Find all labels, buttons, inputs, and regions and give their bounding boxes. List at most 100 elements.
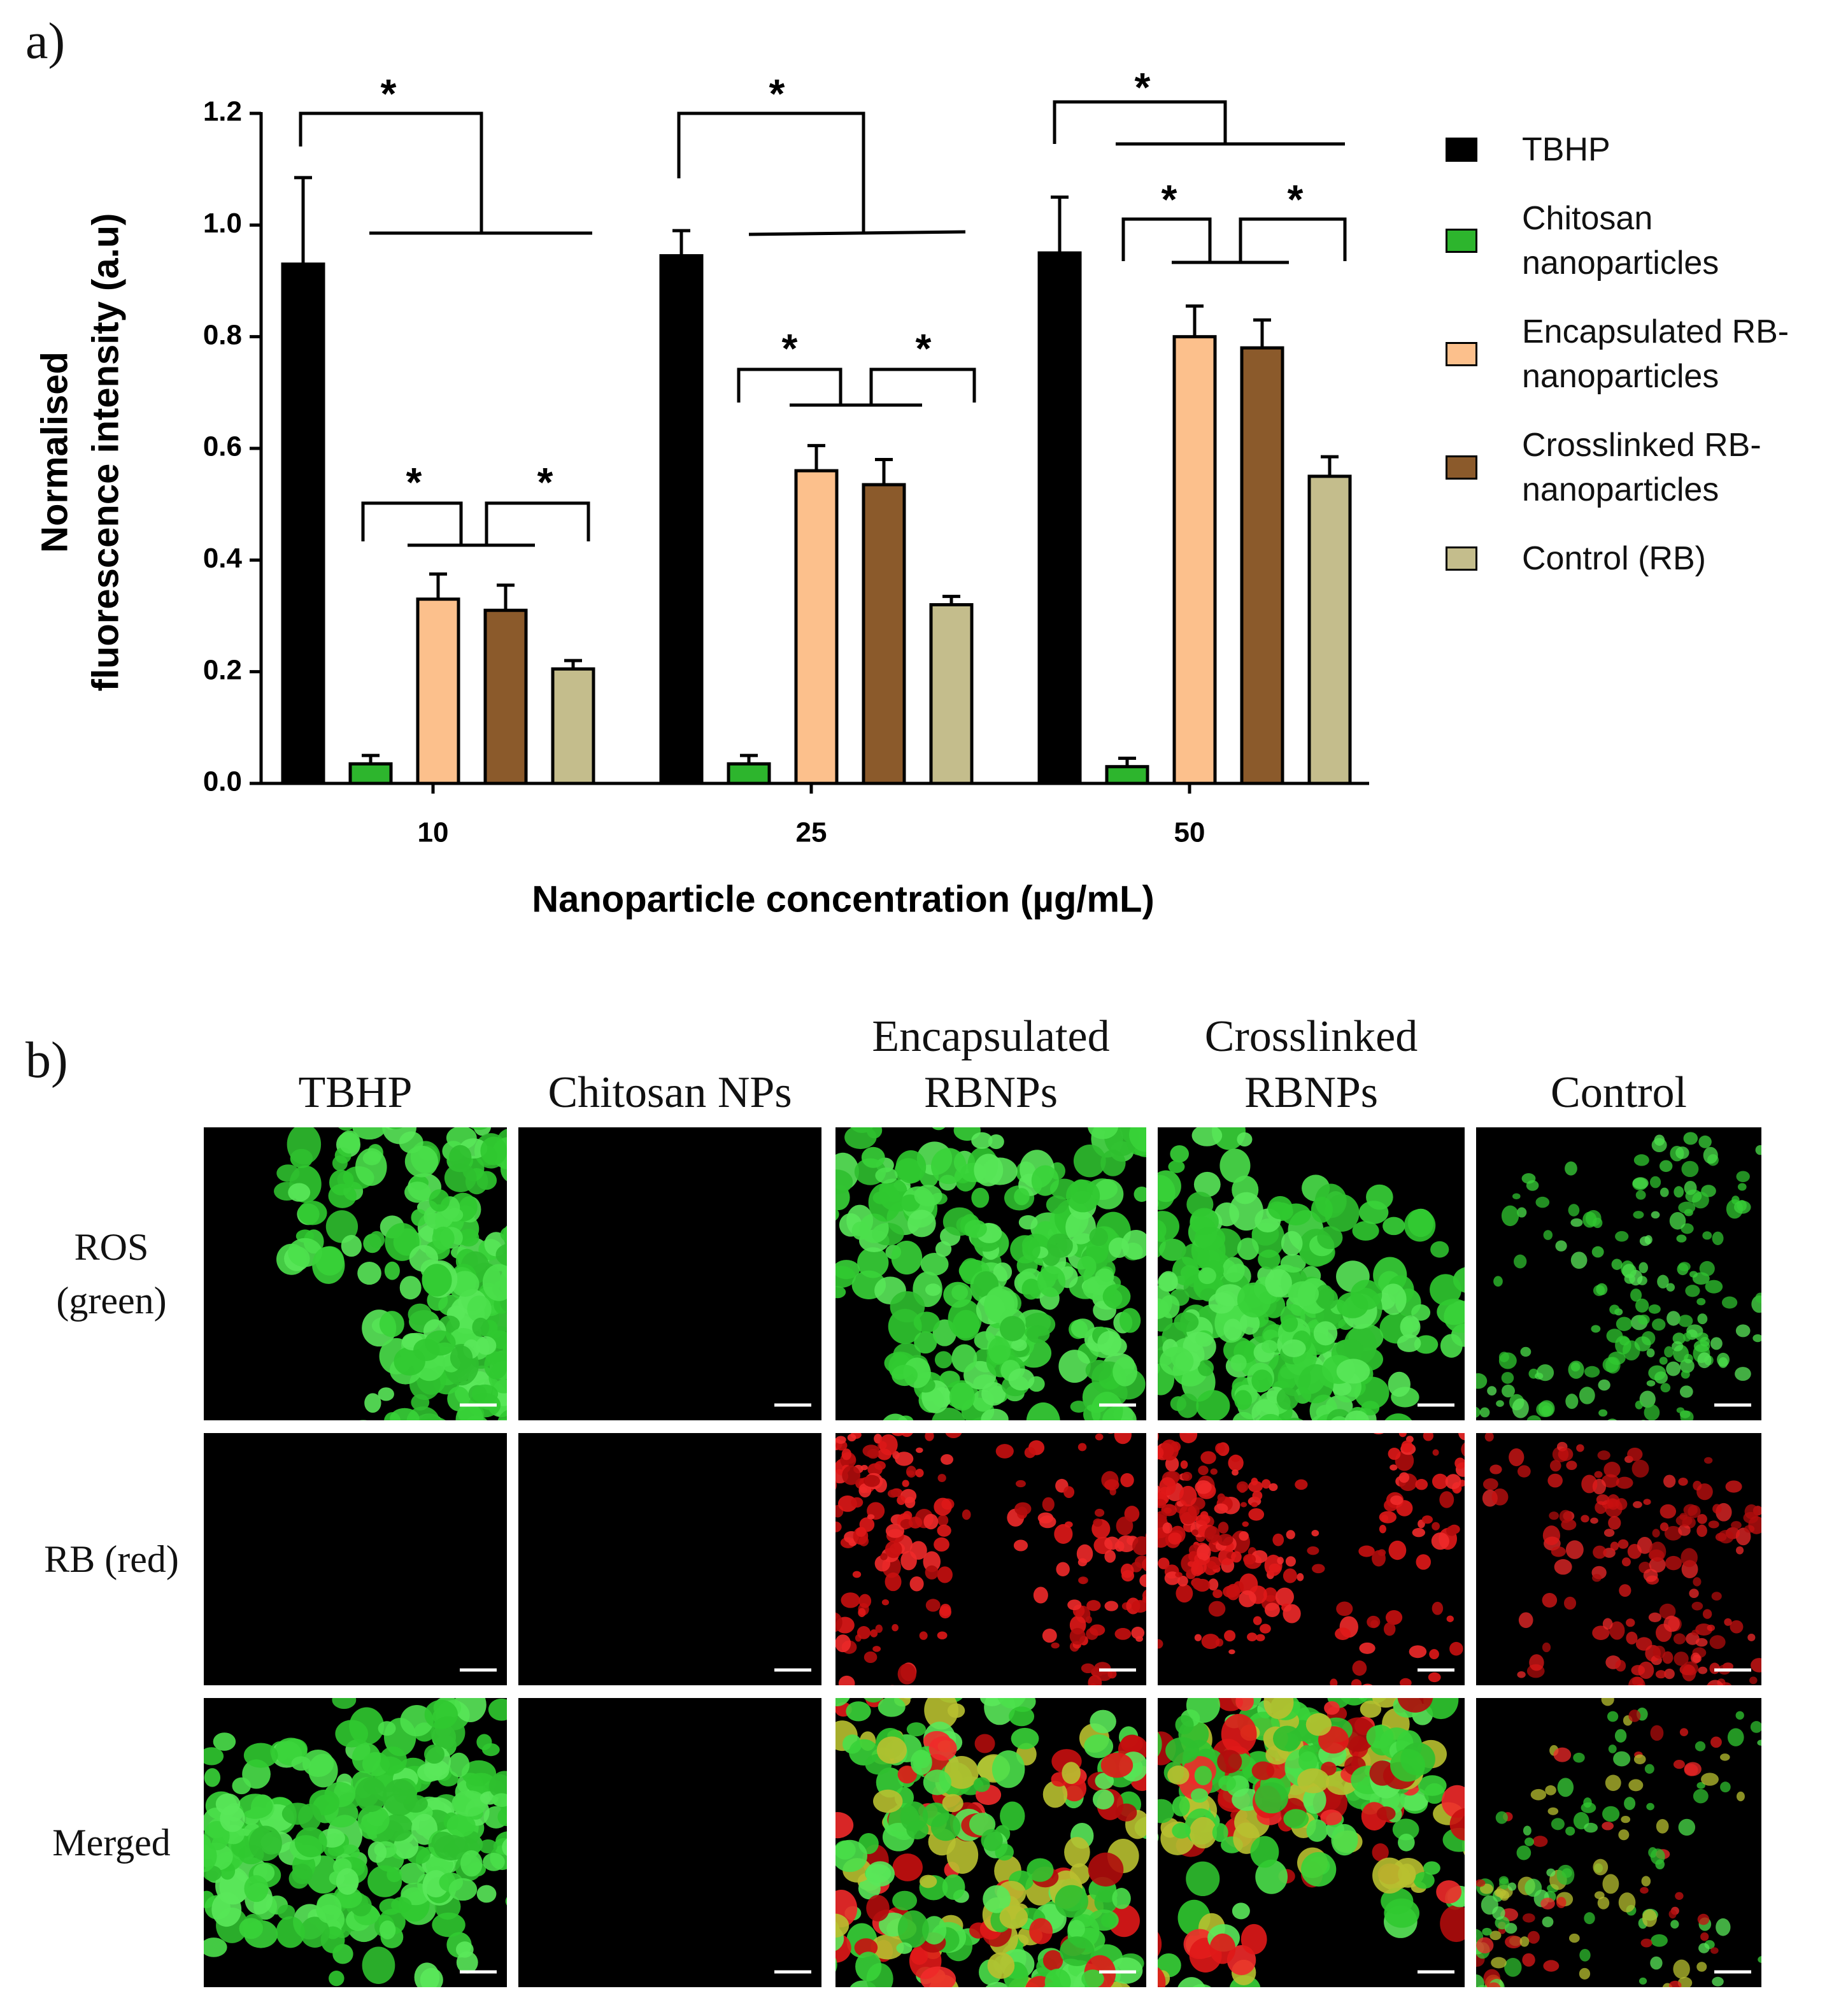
cell bbox=[1731, 1521, 1742, 1530]
cell bbox=[1228, 1649, 1235, 1655]
cell bbox=[1495, 1811, 1508, 1824]
cell bbox=[357, 1261, 381, 1285]
cell bbox=[1735, 1711, 1744, 1720]
cell bbox=[1710, 1337, 1723, 1350]
cell bbox=[1699, 1260, 1715, 1276]
cell bbox=[910, 1750, 932, 1775]
cell bbox=[1678, 1477, 1688, 1486]
cell bbox=[424, 1699, 458, 1729]
cell bbox=[835, 1698, 850, 1707]
cell bbox=[1051, 1990, 1073, 1998]
cell bbox=[1033, 1587, 1048, 1604]
cell bbox=[1607, 1494, 1620, 1510]
cell bbox=[986, 1992, 1012, 1998]
cell bbox=[1237, 1132, 1253, 1147]
cell bbox=[1272, 1533, 1284, 1546]
cell bbox=[1635, 1190, 1646, 1200]
cell bbox=[369, 1231, 385, 1248]
micrograph bbox=[835, 1127, 1146, 1420]
cell bbox=[923, 1769, 951, 1795]
cell bbox=[1608, 1516, 1621, 1530]
cell bbox=[506, 1326, 507, 1334]
cell bbox=[858, 1594, 872, 1608]
x-tick-label: 50 bbox=[1174, 817, 1205, 848]
cell bbox=[417, 1763, 443, 1782]
cell bbox=[995, 1444, 1014, 1459]
cell bbox=[1176, 1584, 1193, 1603]
cell bbox=[502, 1838, 507, 1856]
cell bbox=[1676, 1407, 1685, 1413]
micrograph bbox=[1476, 1127, 1761, 1420]
cell bbox=[1635, 1298, 1649, 1313]
cell bbox=[1379, 1525, 1386, 1534]
cell bbox=[1686, 1632, 1700, 1645]
cell bbox=[1696, 1483, 1713, 1501]
cell bbox=[505, 1897, 507, 1906]
cell bbox=[1757, 1739, 1761, 1746]
cell bbox=[382, 1779, 417, 1816]
cell bbox=[1181, 1471, 1193, 1481]
cell bbox=[1558, 1447, 1574, 1461]
cell bbox=[835, 1462, 836, 1467]
cell bbox=[1678, 1524, 1691, 1536]
cell bbox=[1582, 1211, 1597, 1228]
cell bbox=[822, 1478, 831, 1487]
cell bbox=[1114, 1433, 1132, 1445]
cell bbox=[1609, 1621, 1625, 1640]
cell bbox=[1519, 1936, 1530, 1947]
cell bbox=[835, 1266, 856, 1288]
cell bbox=[1476, 1373, 1488, 1389]
cell bbox=[1479, 1883, 1493, 1894]
cell bbox=[1042, 1781, 1068, 1808]
cell bbox=[1089, 1624, 1105, 1636]
cell bbox=[1276, 1387, 1299, 1410]
cell bbox=[1054, 1523, 1073, 1544]
cell bbox=[1392, 1818, 1419, 1841]
bar bbox=[281, 262, 325, 785]
cell bbox=[1573, 1752, 1585, 1763]
cell bbox=[846, 1421, 856, 1431]
micrograph bbox=[1158, 1127, 1465, 1420]
cell bbox=[1160, 1346, 1194, 1376]
cell bbox=[913, 1311, 940, 1333]
cell bbox=[1231, 1454, 1240, 1462]
cell bbox=[1501, 1205, 1519, 1227]
panel-label: a) bbox=[25, 13, 66, 69]
cell bbox=[325, 1210, 359, 1243]
cell bbox=[1079, 1985, 1095, 1987]
cell bbox=[1679, 1728, 1689, 1736]
cell bbox=[1618, 1829, 1630, 1841]
cell bbox=[1633, 1754, 1646, 1764]
micrograph bbox=[518, 1698, 821, 1987]
cell bbox=[1660, 1383, 1671, 1393]
cell bbox=[1031, 1165, 1059, 1196]
cell bbox=[1678, 1262, 1691, 1271]
cell bbox=[1120, 1473, 1134, 1487]
cell bbox=[1190, 1788, 1209, 1803]
cell bbox=[1540, 1897, 1555, 1910]
legend-swatch bbox=[1446, 138, 1477, 162]
cell bbox=[1581, 1474, 1598, 1494]
cell bbox=[1659, 1357, 1668, 1365]
cell bbox=[1372, 1843, 1389, 1862]
cell bbox=[855, 1952, 882, 1981]
cell bbox=[1069, 1628, 1086, 1645]
cell bbox=[1651, 1211, 1660, 1219]
cell bbox=[943, 1281, 972, 1308]
cell bbox=[1165, 1737, 1200, 1764]
cell bbox=[1711, 1592, 1722, 1601]
cell bbox=[1638, 1977, 1647, 1985]
cell bbox=[1065, 1210, 1096, 1245]
cell bbox=[1251, 1761, 1275, 1780]
cell bbox=[1018, 1215, 1038, 1230]
cell bbox=[1672, 1332, 1686, 1345]
cell bbox=[1273, 1725, 1302, 1752]
cell bbox=[881, 1599, 890, 1606]
cell bbox=[897, 1910, 929, 1948]
cell bbox=[1568, 1933, 1580, 1943]
cell bbox=[1693, 1340, 1710, 1353]
cell bbox=[1581, 1515, 1589, 1523]
cell bbox=[920, 1966, 956, 1987]
cell bbox=[1525, 1837, 1534, 1846]
cell bbox=[1344, 1410, 1369, 1420]
